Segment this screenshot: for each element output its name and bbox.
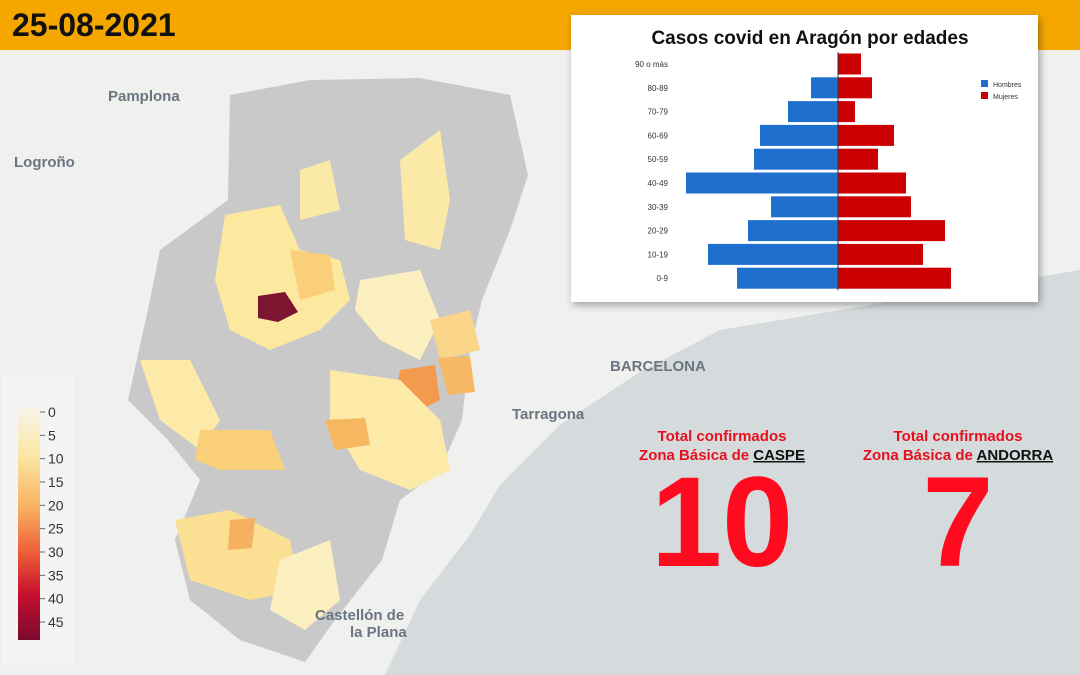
legend-swatch — [981, 80, 988, 87]
place-label: Logroño — [14, 154, 75, 171]
district — [258, 292, 298, 322]
place-label: Tarragona — [512, 406, 585, 423]
bar — [708, 243, 838, 265]
stat-zone: Zona Básica de ANDORRA — [863, 447, 1054, 464]
colorbar-label: 30 — [48, 544, 64, 560]
y-tick-label: 30-39 — [648, 203, 669, 212]
y-tick-label: 0-9 — [656, 274, 668, 283]
bar — [838, 172, 906, 194]
bar — [760, 124, 838, 146]
district — [175, 510, 300, 600]
y-tick-label: 80-89 — [648, 84, 669, 93]
district — [325, 418, 370, 450]
district — [270, 540, 340, 630]
legend-label: Mujeres — [993, 94, 1018, 101]
bar — [737, 267, 838, 289]
colorbar-label: 20 — [48, 497, 64, 513]
stat-label: Total confirmados — [894, 428, 1023, 445]
district — [438, 356, 475, 395]
colorbar-label: 25 — [48, 521, 64, 537]
zone-name: CASPE — [753, 447, 805, 464]
zone-prefix: Zona Básica de — [639, 447, 749, 464]
bar — [748, 220, 838, 242]
bar — [838, 196, 911, 218]
y-tick-label: 70-79 — [648, 108, 669, 117]
y-tick-label: 20-29 — [648, 227, 669, 236]
colorbar-label: 35 — [48, 567, 64, 583]
district — [215, 205, 350, 350]
bar — [838, 53, 861, 75]
chart-title: Casos covid en Aragón por edades — [651, 28, 968, 49]
zone-name: ANDORRA — [977, 447, 1054, 464]
bar — [754, 148, 838, 170]
zone-prefix: Zona Básica de — [863, 447, 973, 464]
stat-value: 10 — [651, 451, 793, 594]
place-label: Castellón de — [315, 607, 404, 624]
stat-andorra: Total confirmados Zona Básica de ANDORRA… — [863, 428, 1054, 594]
legend-label: Hombres — [993, 82, 1022, 89]
bar — [838, 267, 951, 289]
legend-swatch — [981, 92, 988, 99]
colorbar-label: 15 — [48, 474, 64, 490]
colorbar-label: 40 — [48, 591, 64, 607]
colorbar-label: 0 — [48, 404, 56, 420]
stat-value: 7 — [922, 451, 993, 594]
place-label: la Plana — [350, 624, 407, 641]
y-tick-label: 60-69 — [648, 131, 669, 140]
colorbar-label: 10 — [48, 451, 64, 467]
districts — [140, 130, 480, 630]
bar — [788, 101, 838, 123]
colorbar — [18, 408, 40, 640]
district — [355, 270, 440, 360]
bar — [838, 77, 872, 99]
stat-caspe: Total confirmados Zona Básica de CASPE 1… — [639, 428, 805, 594]
bar — [838, 243, 923, 265]
bar — [838, 124, 894, 146]
stat-label: Total confirmados — [658, 428, 787, 445]
stat-zone: Zona Básica de CASPE — [639, 447, 805, 464]
bar — [811, 77, 838, 99]
district — [330, 370, 450, 490]
colorbar-label: 45 — [48, 614, 64, 630]
bar — [771, 196, 838, 218]
bar — [838, 101, 855, 123]
bar — [838, 220, 945, 242]
bar — [686, 172, 838, 194]
district — [400, 130, 450, 250]
y-tick-label: 10-19 — [648, 250, 669, 259]
colorbar-label: 5 — [48, 427, 56, 443]
district — [300, 160, 340, 220]
district — [228, 518, 255, 550]
y-tick-label: 40-49 — [648, 179, 669, 188]
bar — [838, 148, 878, 170]
place-label: BARCELONA — [610, 358, 706, 375]
y-tick-label: 50-59 — [648, 155, 669, 164]
y-tick-label: 90 o más — [635, 60, 668, 69]
sea — [385, 270, 1080, 675]
district — [290, 250, 335, 300]
district — [140, 360, 220, 450]
places: Pamplona Logroño BARCELONA Tarragona Cas… — [14, 88, 706, 641]
district — [430, 310, 480, 360]
district — [195, 430, 285, 470]
date: 25-08-2021 — [12, 7, 176, 43]
place-label: Pamplona — [108, 88, 180, 105]
